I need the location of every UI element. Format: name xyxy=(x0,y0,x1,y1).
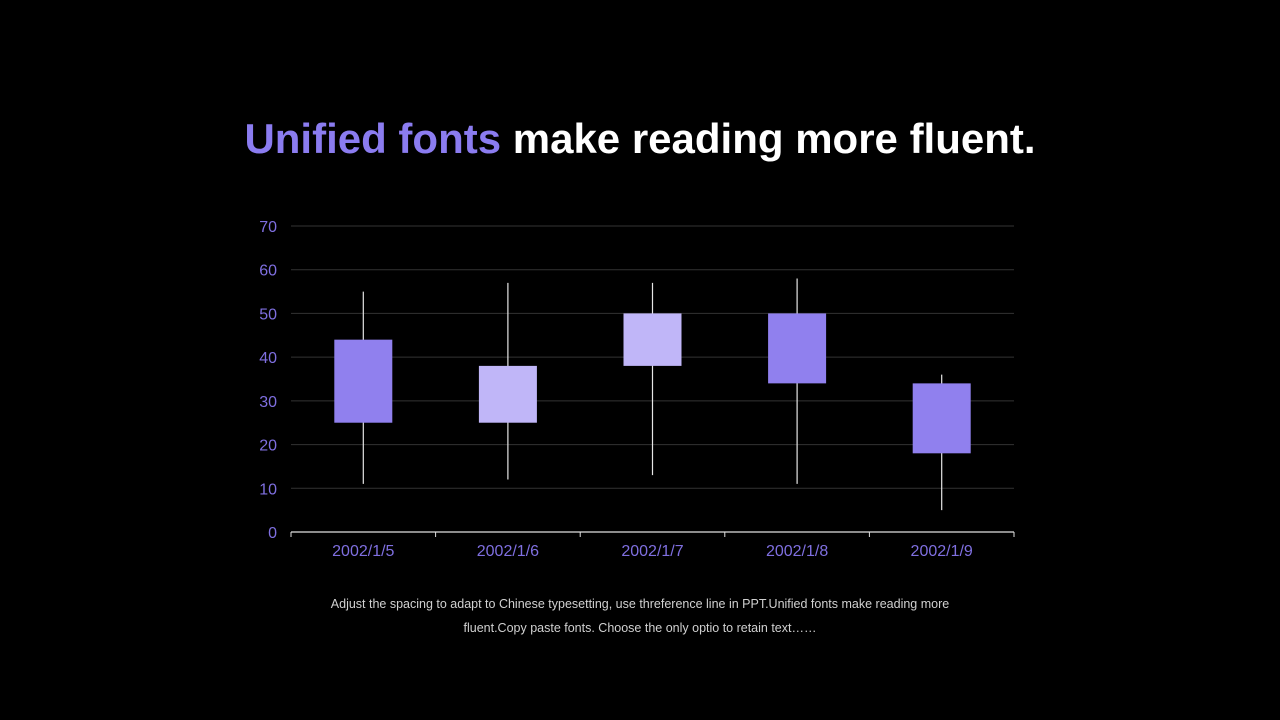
slide-title: Unified fonts make reading more fluent. xyxy=(0,112,1280,166)
x-tick-label: 2002/1/9 xyxy=(911,543,973,560)
x-tick-label: 2002/1/5 xyxy=(332,543,394,560)
candle-body xyxy=(478,365,537,423)
y-tick-label: 0 xyxy=(268,525,277,542)
x-tick-label: 2002/1/8 xyxy=(766,543,828,560)
candle-body xyxy=(623,313,682,366)
candle xyxy=(478,282,537,480)
candles xyxy=(334,278,971,511)
title-rest: make reading more fluent. xyxy=(501,115,1036,162)
caption-text: Adjust the spacing to adapt to Chinese t… xyxy=(330,597,950,635)
candle-body xyxy=(768,313,827,384)
y-tick-label: 50 xyxy=(259,306,277,323)
y-axis-ticks: 0 10 20 30 40 50 60 70 xyxy=(259,219,277,542)
y-tick-label: 60 xyxy=(259,263,277,280)
y-tick-label: 30 xyxy=(259,394,277,411)
y-tick-label: 20 xyxy=(259,438,277,455)
candle xyxy=(768,278,827,484)
y-tick-label: 70 xyxy=(259,219,277,236)
y-tick-label: 40 xyxy=(259,350,277,367)
candle xyxy=(912,374,971,511)
candle-body xyxy=(912,383,971,454)
candle xyxy=(623,282,682,476)
x-tick-label: 2002/1/7 xyxy=(621,543,683,560)
title-highlight: Unified fonts xyxy=(244,115,502,162)
y-tick-label: 10 xyxy=(259,481,277,498)
x-axis: 2002/1/5 2002/1/6 2002/1/7 2002/1/8 2002/1/9 xyxy=(290,531,1015,560)
candle-body xyxy=(334,339,393,423)
x-tick-label: 2002/1/6 xyxy=(477,543,539,560)
candle xyxy=(334,291,393,484)
